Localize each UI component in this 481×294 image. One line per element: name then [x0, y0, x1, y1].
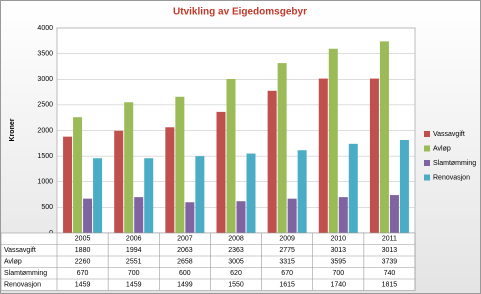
- y-axis-label: Kroner: [9, 118, 16, 141]
- x-tick-label: 2005: [75, 236, 91, 243]
- table-cell: 2775: [279, 247, 295, 254]
- table-cell: 1459: [75, 282, 91, 289]
- table-cell: 1740: [330, 282, 346, 289]
- bar: [379, 41, 389, 233]
- table-cell: 1994: [126, 247, 142, 254]
- bar: [63, 136, 73, 233]
- y-tick-label: 2500: [37, 102, 53, 109]
- table-cell: 3013: [330, 247, 346, 254]
- table-cell: 1499: [177, 282, 193, 289]
- bar: [338, 197, 348, 233]
- x-tick-label: 2007: [177, 236, 193, 243]
- bar: [175, 96, 185, 233]
- bar: [216, 111, 226, 233]
- legend-swatch: [424, 131, 430, 137]
- bar: [328, 48, 338, 233]
- table-cell: 2551: [126, 259, 142, 266]
- bar: [287, 198, 297, 233]
- bar: [185, 202, 195, 233]
- y-tick-label: 1000: [37, 179, 53, 186]
- table-cell: 1550: [228, 282, 244, 289]
- table-cell: 3005: [228, 259, 244, 266]
- bar: [165, 127, 175, 233]
- x-tick-label: 2006: [126, 236, 142, 243]
- x-tick-label: 2010: [330, 236, 346, 243]
- bar: [93, 158, 103, 233]
- bar: [348, 143, 358, 233]
- bar: [114, 130, 124, 233]
- table-cell: 2260: [75, 259, 91, 266]
- table-row-label: Renovasjon: [4, 282, 41, 289]
- table-row-label: Vassavgift: [4, 247, 36, 254]
- y-tick-label: 500: [41, 204, 53, 211]
- table-cell: 3595: [330, 259, 346, 266]
- bar: [144, 158, 154, 233]
- data-table: [0, 232, 416, 291]
- bar: [318, 78, 328, 234]
- bar: [195, 156, 205, 233]
- bar: [267, 90, 277, 233]
- x-tick-label: 2008: [228, 236, 244, 243]
- table-row-label: Avløp: [4, 259, 22, 266]
- table-cell: 1815: [382, 282, 398, 289]
- table-cell: 1459: [126, 282, 142, 289]
- bar: [389, 195, 399, 233]
- bar: [73, 117, 83, 233]
- table-cell: 3739: [382, 259, 398, 266]
- table-cell: 2363: [228, 247, 244, 254]
- table-cell: 600: [179, 270, 191, 277]
- y-tick-label: 3500: [37, 50, 53, 57]
- table-cell: 620: [230, 270, 242, 277]
- legend-swatch: [424, 145, 430, 152]
- legend-swatch: [424, 160, 430, 166]
- legend-label: Avløp: [433, 145, 451, 152]
- bar: [369, 78, 379, 234]
- legend-label: Renovasjon: [433, 174, 470, 181]
- legend-label: Vassavgift: [433, 131, 465, 138]
- table-cell: 2658: [177, 259, 193, 266]
- x-tick-label: 2009: [279, 236, 295, 243]
- legend-label: Slamtømming: [433, 160, 476, 167]
- table-cell: 2063: [177, 247, 193, 254]
- chart-title: Utvikling av Eigedomsgebyr: [173, 7, 307, 18]
- bar: [124, 102, 134, 233]
- bar: [134, 197, 144, 233]
- bar: [83, 198, 93, 233]
- bar: [277, 63, 287, 234]
- y-tick-label: 2000: [37, 127, 53, 134]
- y-tick-label: 3000: [37, 76, 53, 83]
- x-tick-label: 2011: [382, 236, 397, 243]
- y-tick-label: 4000: [37, 25, 53, 32]
- table-row-label: Slamtømming: [4, 270, 47, 277]
- bar: [399, 139, 409, 233]
- table-cell: 1880: [75, 247, 91, 254]
- table-cell: 670: [77, 270, 89, 277]
- bar: [226, 78, 236, 234]
- table-cell: 3013: [382, 247, 398, 254]
- table-cell: 740: [384, 270, 396, 277]
- bar: [246, 153, 256, 233]
- legend-swatch: [424, 174, 430, 181]
- table-cell: 700: [332, 270, 344, 277]
- y-tick-label: 1500: [37, 153, 53, 160]
- table-cell: 700: [128, 270, 140, 277]
- table-cell: 670: [281, 270, 293, 277]
- table-cell: 3315: [279, 259, 295, 266]
- table-cell: 1615: [279, 282, 295, 289]
- bar: [236, 201, 246, 233]
- bar: [297, 150, 307, 233]
